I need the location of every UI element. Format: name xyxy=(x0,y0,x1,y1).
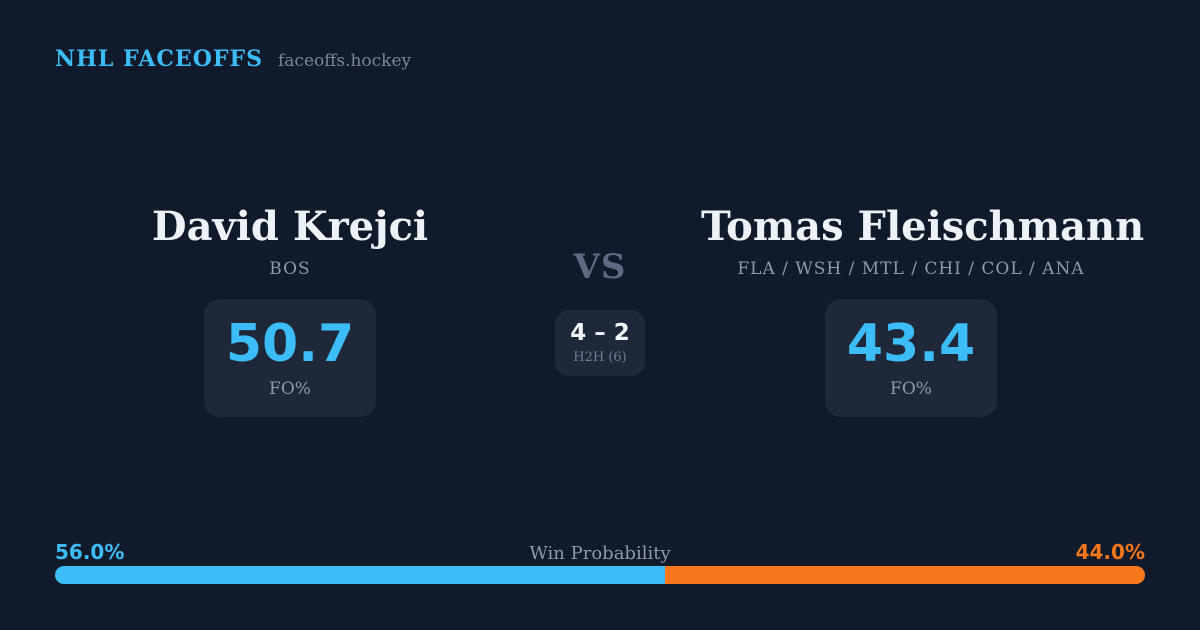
head-to-head-score: 4 – 2 xyxy=(570,319,630,346)
player-left-stat-card: 50.7 FO% xyxy=(204,299,376,417)
player-right-column: Tomas Fleischmann FLA / WSH / MTL / CHI … xyxy=(701,203,1145,417)
win-probability-title: Win Probability xyxy=(529,543,671,564)
versus-column: VS 4 – 2 H2H (6) xyxy=(514,250,686,376)
win-probability-bar-right-segment xyxy=(665,566,1145,584)
player-left-teams: BOS xyxy=(269,259,311,279)
player-right-stat-value: 43.4 xyxy=(846,313,976,374)
win-probability-labels: 56.0% Win Probability 44.0% xyxy=(55,540,1145,564)
win-probability-right-pct: 44.0% xyxy=(1075,540,1145,564)
player-left-name: David Krejci xyxy=(151,203,429,250)
player-left-column: David Krejci BOS 50.7 FO% xyxy=(80,205,500,417)
player-right-stat-card: 43.4 FO% xyxy=(825,299,997,417)
site-url: faceoffs.hockey xyxy=(278,51,412,71)
player-right-stat-label: FO% xyxy=(890,378,932,399)
win-probability-bar xyxy=(55,566,1145,584)
win-probability-bar-left-segment xyxy=(55,566,666,584)
vs-label: VS xyxy=(573,247,627,287)
head-to-head-label: H2H (6) xyxy=(573,349,627,365)
player-right-teams: FLA / WSH / MTL / CHI / COL / ANA xyxy=(737,259,1085,279)
player-left-stat-value: 50.7 xyxy=(225,313,355,374)
head-to-head-card: 4 – 2 H2H (6) xyxy=(555,310,645,376)
brand-title: NHL FACEOFFS xyxy=(55,46,263,72)
header: NHL FACEOFFS faceoffs.hockey xyxy=(55,46,411,72)
player-right-name: Tomas Fleischmann xyxy=(701,203,1145,250)
player-left-stat-label: FO% xyxy=(269,378,311,399)
win-probability-left-pct: 56.0% xyxy=(55,540,125,564)
